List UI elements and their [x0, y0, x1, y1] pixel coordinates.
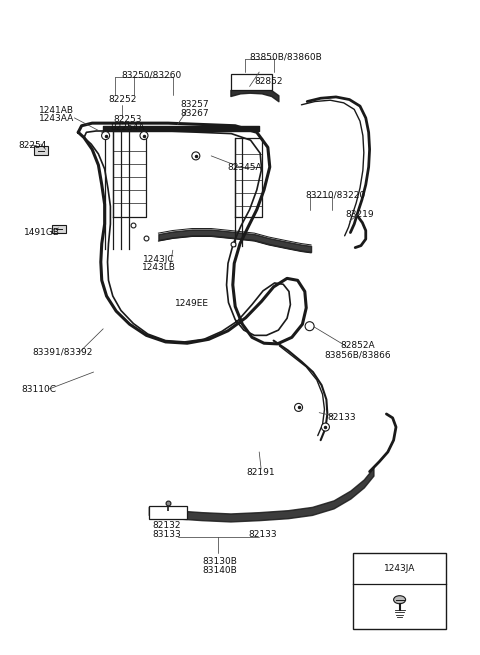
Text: 82345A: 82345A [228, 162, 262, 172]
Ellipse shape [394, 595, 406, 604]
Text: 1243AA: 1243AA [39, 114, 74, 123]
Text: 82852: 82852 [254, 77, 283, 86]
Circle shape [322, 423, 329, 431]
Text: 82132: 82132 [153, 521, 181, 531]
Text: 83856B/83866: 83856B/83866 [324, 350, 391, 360]
Text: 83267: 83267 [180, 109, 209, 118]
Text: 1243LB: 1243LB [142, 263, 175, 272]
Text: 83133: 83133 [153, 530, 181, 539]
Text: 83110C: 83110C [22, 384, 57, 394]
Text: 1243JA: 1243JA [384, 564, 415, 573]
Text: 83250/83260: 83250/83260 [121, 71, 181, 80]
Text: 82253: 82253 [113, 115, 142, 124]
Text: 1491GB: 1491GB [24, 228, 60, 237]
Bar [51, 225, 66, 233]
Bar [149, 506, 187, 519]
Text: 82852A: 82852A [340, 341, 375, 350]
Text: 82254: 82254 [18, 141, 47, 150]
Text: 83219: 83219 [346, 210, 374, 219]
Text: 83130B: 83130B [203, 557, 237, 567]
Text: 82133: 82133 [327, 413, 356, 422]
Circle shape [192, 152, 200, 160]
Text: 1249EE: 1249EE [175, 299, 209, 309]
Bar [34, 147, 48, 155]
Text: 82191: 82191 [247, 468, 276, 477]
Text: 83850B/83860B: 83850B/83860B [249, 52, 322, 62]
Bar [231, 74, 272, 90]
Bar [353, 553, 446, 629]
Circle shape [305, 322, 314, 331]
Text: 82252: 82252 [108, 95, 137, 104]
Text: 1243JC: 1243JC [143, 255, 174, 264]
Text: 83210/83220: 83210/83220 [305, 190, 365, 199]
Text: 82133: 82133 [249, 530, 277, 539]
Circle shape [140, 132, 148, 140]
Text: 83391/83392: 83391/83392 [32, 348, 93, 357]
Text: 83140B: 83140B [203, 566, 237, 575]
Text: 82254A: 82254A [110, 123, 144, 132]
Circle shape [295, 403, 302, 411]
Circle shape [102, 132, 109, 140]
Text: 1241AB: 1241AB [39, 105, 74, 115]
Text: 83257: 83257 [180, 100, 209, 109]
